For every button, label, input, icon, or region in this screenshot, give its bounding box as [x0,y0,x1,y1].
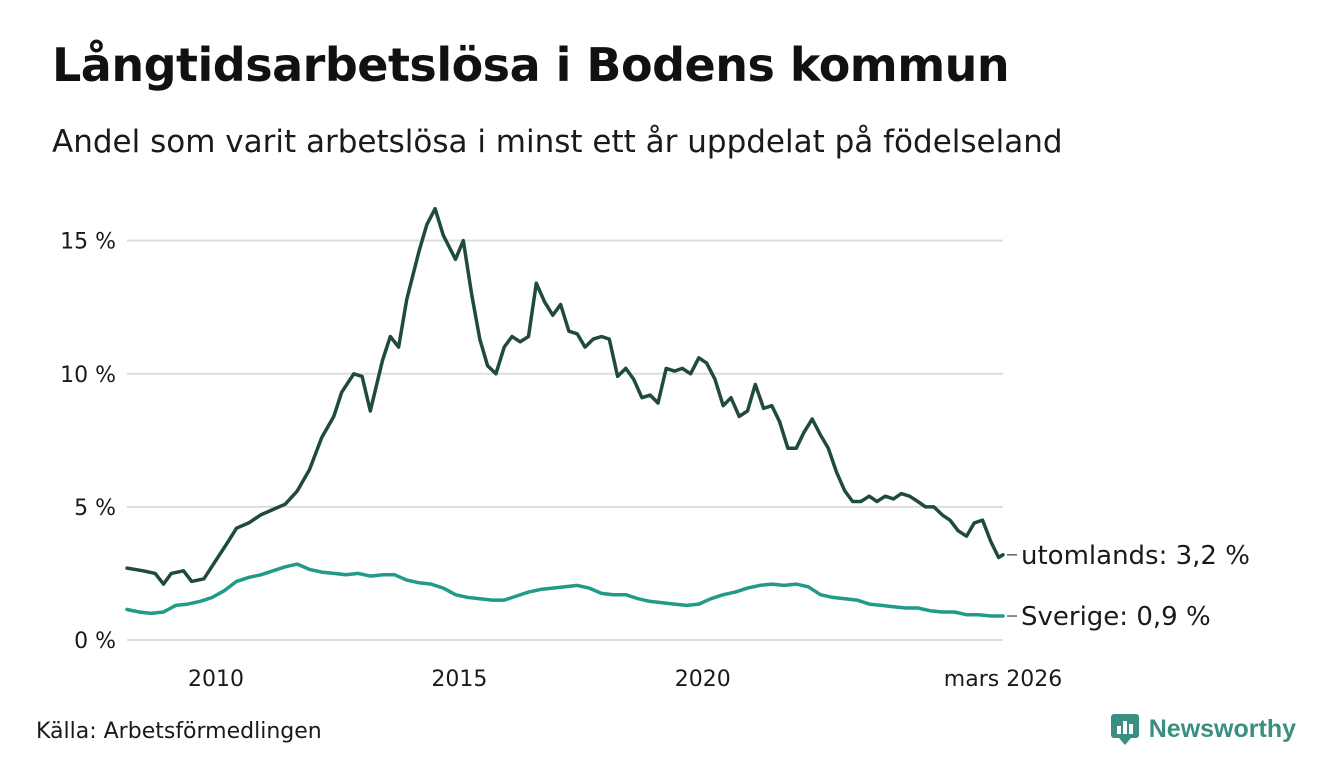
end-label-utomlands: utomlands: 3,2 % [1021,541,1250,571]
line-chart: 0 % 5 % 10 % 15 % 2010 2015 2020 mars 2026 uto… [60,206,1250,692]
x-axis: 2010 2015 2020 mars 2026 [188,667,1062,692]
y-tick-label: 10 % [60,363,116,388]
series-line-sverige [125,562,1005,618]
x-tick-label: 2020 [675,667,731,692]
brand-name: Newsworthy [1148,714,1296,743]
series-line-utomlands [125,206,1005,586]
y-tick-label: 5 % [74,496,116,521]
end-labels: utomlands: 3,2 % Sverige: 0,9 % [1007,541,1250,632]
y-axis: 0 % 5 % 10 % 15 % [60,230,116,654]
chart-subtitle: Andel som varit arbetslösa i minst ett å… [52,124,1063,160]
series [125,206,1005,618]
newsworthy-logo[interactable]: Newsworthy [1109,712,1296,746]
source-note: Källa: Arbetsförmedlingen [36,719,322,744]
newsworthy-icon [1110,714,1139,745]
gridlines [127,239,1003,641]
chart-title: Långtidsarbetslösa i Bodens kommun [52,38,1010,92]
y-tick-label: 0 % [74,629,116,654]
x-tick-label: mars 2026 [944,667,1062,692]
x-tick-label: 2015 [431,667,487,692]
x-tick-label: 2010 [188,667,244,692]
end-label-sverige: Sverige: 0,9 % [1021,602,1211,632]
y-tick-label: 15 % [60,230,116,255]
